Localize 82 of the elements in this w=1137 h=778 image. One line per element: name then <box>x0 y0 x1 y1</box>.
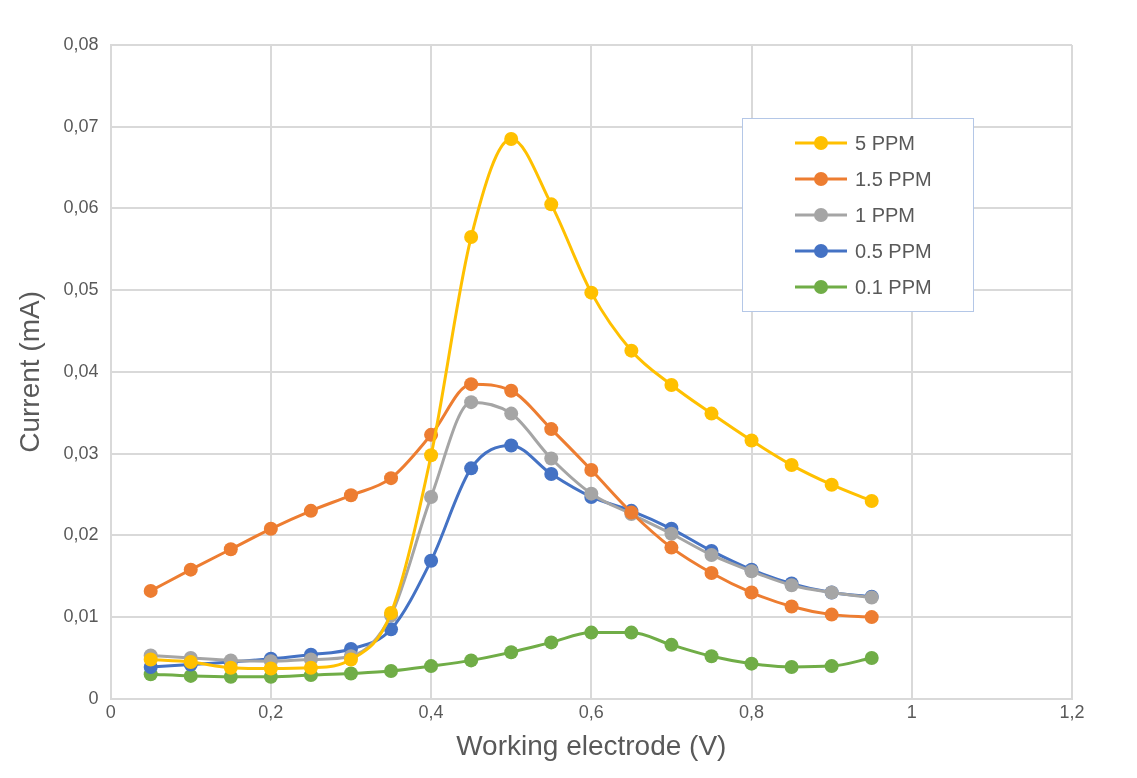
point <box>704 547 719 562</box>
point <box>464 377 479 392</box>
point <box>584 285 599 300</box>
point <box>303 503 318 518</box>
legend-label: 1 PPM <box>855 203 916 227</box>
x-tick-label: 0,2 <box>258 701 284 722</box>
x-tick-label: 1 <box>906 701 917 722</box>
point <box>544 467 559 482</box>
y-tick-label: 0,01 <box>63 606 99 627</box>
point <box>864 494 879 509</box>
point <box>464 395 479 410</box>
point <box>464 461 479 476</box>
point <box>744 433 759 448</box>
point <box>343 488 358 503</box>
point <box>624 625 639 640</box>
point <box>784 659 799 674</box>
point <box>544 422 559 437</box>
point <box>504 383 519 398</box>
point <box>183 668 198 683</box>
point <box>704 565 719 580</box>
y-tick-label: 0,08 <box>63 33 99 54</box>
y-tick-label: 0 <box>88 687 99 708</box>
y-tick-label: 0,07 <box>63 115 99 136</box>
point <box>464 653 479 668</box>
point <box>864 650 879 665</box>
y-tick-label: 0,03 <box>63 442 99 463</box>
x-axis-title: Working electrode (V) <box>456 729 727 761</box>
point <box>664 637 679 652</box>
y-axis-title: Current (mA) <box>13 291 45 453</box>
point <box>544 635 559 650</box>
x-tick-label: 0,6 <box>578 701 604 722</box>
point <box>664 540 679 555</box>
legend-label: 0.5 PPM <box>855 239 932 263</box>
legend-label: 1.5 PPM <box>855 167 932 191</box>
point <box>504 406 519 421</box>
point <box>263 661 278 676</box>
point <box>223 542 238 557</box>
point <box>143 652 158 667</box>
point <box>303 660 318 675</box>
point <box>504 645 519 660</box>
x-tick-label: 0,4 <box>418 701 444 722</box>
point <box>704 649 719 664</box>
point <box>183 562 198 577</box>
point <box>864 610 879 625</box>
point <box>384 622 399 637</box>
point <box>664 377 679 392</box>
y-tick-label: 0,06 <box>63 197 99 218</box>
point <box>784 458 799 473</box>
x-tick-label: 1,2 <box>1059 701 1085 722</box>
point <box>664 526 679 541</box>
point <box>424 489 439 504</box>
point <box>504 438 519 453</box>
point <box>824 607 839 622</box>
point <box>343 666 358 681</box>
point <box>544 197 559 212</box>
legend-label: 0.1 PPM <box>855 275 932 299</box>
x-tick-label: 0 <box>105 701 116 722</box>
point <box>464 230 479 245</box>
y-tick-label: 0,04 <box>63 360 99 381</box>
point <box>824 477 839 492</box>
point <box>424 448 439 463</box>
point <box>544 451 559 466</box>
point <box>624 343 639 358</box>
point <box>744 656 759 671</box>
point <box>263 521 278 536</box>
point <box>704 406 719 421</box>
point <box>744 585 759 600</box>
point <box>424 553 439 568</box>
y-tick-label: 0,05 <box>63 279 99 300</box>
point <box>384 664 399 679</box>
point <box>784 599 799 614</box>
point <box>384 471 399 486</box>
point <box>584 462 599 477</box>
point <box>424 659 439 674</box>
point <box>824 659 839 674</box>
point <box>584 625 599 640</box>
point <box>223 660 238 675</box>
point <box>143 583 158 598</box>
x-tick-label: 0,8 <box>739 701 765 722</box>
point <box>504 131 519 146</box>
y-tick-label: 0,02 <box>63 524 99 545</box>
legend-label: 5 PPM <box>855 131 916 155</box>
